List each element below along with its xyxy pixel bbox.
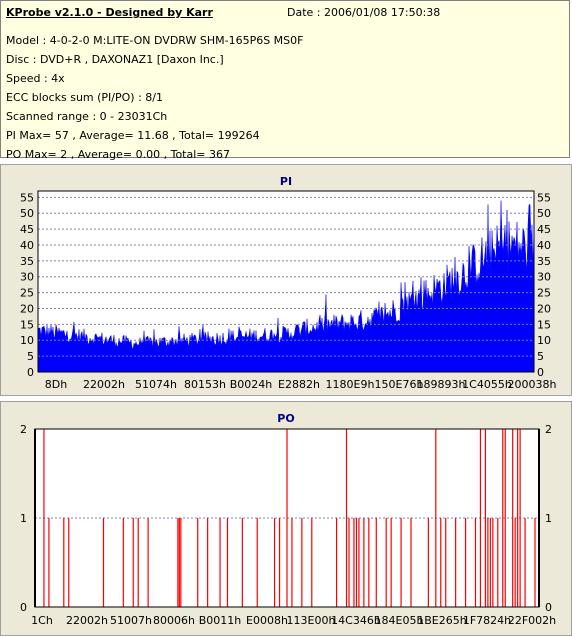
- po-xtick-label: 51007h: [110, 614, 152, 627]
- model-line: Model : 4-0-2-0 M:LITE-ON DVDRW SHM-165P…: [6, 34, 304, 47]
- po-chart-title: PO: [277, 412, 294, 425]
- pi-ytick-label-left: 30: [20, 271, 34, 284]
- pi-ytick-label-right: 20: [537, 302, 551, 315]
- pi-ytick-label-left: 0: [27, 366, 34, 379]
- po-summary-line: PO Max= 2 , Average= 0.00 , Total= 367: [6, 148, 230, 161]
- pi-ytick-label-right: 45: [537, 223, 551, 236]
- pi-xtick-label: 80153h: [184, 378, 226, 391]
- pi-ytick-label-right: 35: [537, 255, 551, 268]
- pi-xtick-label: 150E76h: [375, 378, 424, 391]
- po-xtick-label: 22F002h: [508, 614, 556, 627]
- pi-xtick-label: B0024h: [230, 378, 273, 391]
- ecc-line: ECC blocks sum (PI/PO) : 8/1: [6, 91, 163, 104]
- pi-ytick-label-right: 15: [537, 318, 551, 331]
- pi-ytick-label-right: 0: [537, 366, 544, 379]
- pi-plot-border: [37, 190, 535, 373]
- info-panel: KProbe v2.1.0 - Designed by Karr Date : …: [0, 0, 570, 161]
- pi-ytick-label-right: 55: [537, 191, 551, 204]
- pi-xtick-label: 22002h: [83, 378, 125, 391]
- scan-date: Date : 2006/01/08 17:50:38: [287, 6, 441, 19]
- pi-xtick-label: 1180E9h: [326, 378, 375, 391]
- pi-ytick-label-left: 50: [20, 207, 34, 220]
- pi-series: [37, 200, 535, 373]
- speed-line: Speed : 4x: [6, 72, 65, 85]
- po-ytick-label-right: 2: [545, 423, 552, 436]
- pi-ytick-label-right: 5: [537, 350, 544, 363]
- pi-ytick-label-right: 25: [537, 287, 551, 300]
- po-ytick-label-left: 0: [20, 601, 27, 614]
- disc-line: Disc : DVD+R , DAXONAZ1 [Daxon Inc.]: [6, 53, 224, 66]
- po-xtick-label: 80006h: [153, 614, 195, 627]
- pi-xtick-label: 1C4055h: [462, 378, 512, 391]
- po-xtick-label: 184E05h: [375, 614, 424, 627]
- po-xtick-label: 1F7824h: [463, 614, 511, 627]
- po-ytick-label-left: 1: [20, 512, 27, 525]
- pi-ytick-label-left: 15: [20, 318, 34, 331]
- pi-ytick-label-left: 10: [20, 334, 34, 347]
- po-xtick-label: 14C346h: [331, 614, 381, 627]
- pi-ytick-label-left: 55: [20, 191, 34, 204]
- pi-ytick-label-left: 40: [20, 239, 34, 252]
- pi-ytick-label-left: 20: [20, 302, 34, 315]
- pi-summary-line: PI Max= 57 , Average= 11.68 , Total= 199…: [6, 129, 260, 142]
- pi-ytick-label-right: 50: [537, 207, 551, 220]
- po-xtick-label: E0008h: [246, 614, 288, 627]
- po-xtick-label: 113E00h: [287, 614, 336, 627]
- pi-ytick-label-left: 45: [20, 223, 34, 236]
- pi-chart-title: PI: [280, 175, 292, 188]
- po-xtick-label: 1Ch: [31, 614, 53, 627]
- po-xtick-label: 1BE265h: [417, 614, 466, 627]
- po-xtick-label: B0011h: [199, 614, 242, 627]
- pi-ytick-label-right: 40: [537, 239, 551, 252]
- pi-ytick-label-right: 30: [537, 271, 551, 284]
- pi-ytick-label-left: 35: [20, 255, 34, 268]
- po-ytick-label-right: 1: [545, 512, 552, 525]
- po-chart-panel: 0 0 1 1 2 2 1Ch 22002h 51007h 80006h B0011h E0008h 1…: [0, 401, 572, 636]
- pi-xtick-label: 51074h: [135, 378, 177, 391]
- pi-ytick-label-right: 10: [537, 334, 551, 347]
- po-ytick-label-right: 0: [545, 601, 552, 614]
- pi-xtick-label: 189893h: [417, 378, 466, 391]
- range-line: Scanned range : 0 - 23031Ch: [6, 110, 168, 123]
- pi-chart-panel: 0 0 5 5 10 10 15 15 20 20 25 25 30 30 35 35 40 40 45 45 50 50…: [0, 164, 572, 396]
- pi-ytick-label-left: 5: [27, 350, 34, 363]
- pi-xtick-label: E2882h: [278, 378, 320, 391]
- pi-xtick-label: 200038h: [508, 378, 557, 391]
- pi-ytick-label-left: 25: [20, 287, 34, 300]
- po-ytick-label-left: 2: [20, 423, 27, 436]
- po-xtick-label: 22002h: [66, 614, 108, 627]
- pi-xtick-label: 8Dh: [45, 378, 67, 391]
- app-title: KProbe v2.1.0 - Designed by Karr: [6, 6, 213, 19]
